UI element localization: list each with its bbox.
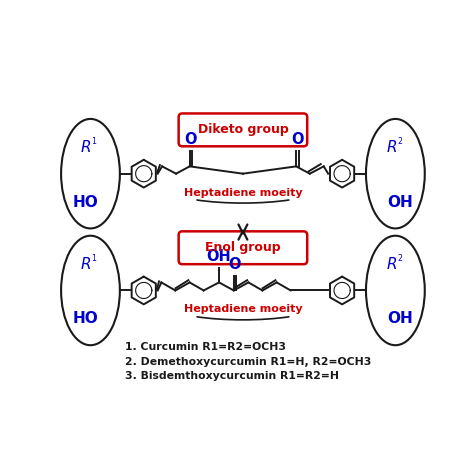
Text: $R$: $R$ xyxy=(80,256,91,272)
FancyBboxPatch shape xyxy=(179,231,307,264)
Text: O: O xyxy=(184,132,197,147)
Text: O: O xyxy=(291,132,303,147)
Text: OH: OH xyxy=(387,311,413,327)
Text: O: O xyxy=(228,257,241,272)
Text: OH: OH xyxy=(206,249,231,264)
FancyBboxPatch shape xyxy=(179,113,307,146)
Text: $R$: $R$ xyxy=(80,139,91,155)
Text: Heptadiene moeity: Heptadiene moeity xyxy=(183,304,302,314)
Text: $R$: $R$ xyxy=(386,256,397,272)
Text: $^1$: $^1$ xyxy=(91,137,97,146)
Text: Diketo group: Diketo group xyxy=(198,123,288,137)
Text: 2. Demethoxycurcumin R1=H, R2=OCH3: 2. Demethoxycurcumin R1=H, R2=OCH3 xyxy=(125,356,372,366)
Text: HO: HO xyxy=(73,311,99,327)
Text: $^1$: $^1$ xyxy=(91,253,97,264)
Text: $^2$: $^2$ xyxy=(397,253,403,264)
Text: HO: HO xyxy=(73,195,99,210)
Text: 3. Bisdemthoxycurcumin R1=R2=H: 3. Bisdemthoxycurcumin R1=R2=H xyxy=(125,371,339,381)
Text: $^2$: $^2$ xyxy=(397,137,403,146)
Text: Heptadiene moeity: Heptadiene moeity xyxy=(183,188,302,198)
Text: $R$: $R$ xyxy=(386,139,397,155)
Text: Enol group: Enol group xyxy=(205,241,281,254)
Text: OH: OH xyxy=(387,195,413,210)
Text: 1. Curcumin R1=R2=OCH3: 1. Curcumin R1=R2=OCH3 xyxy=(125,342,286,352)
